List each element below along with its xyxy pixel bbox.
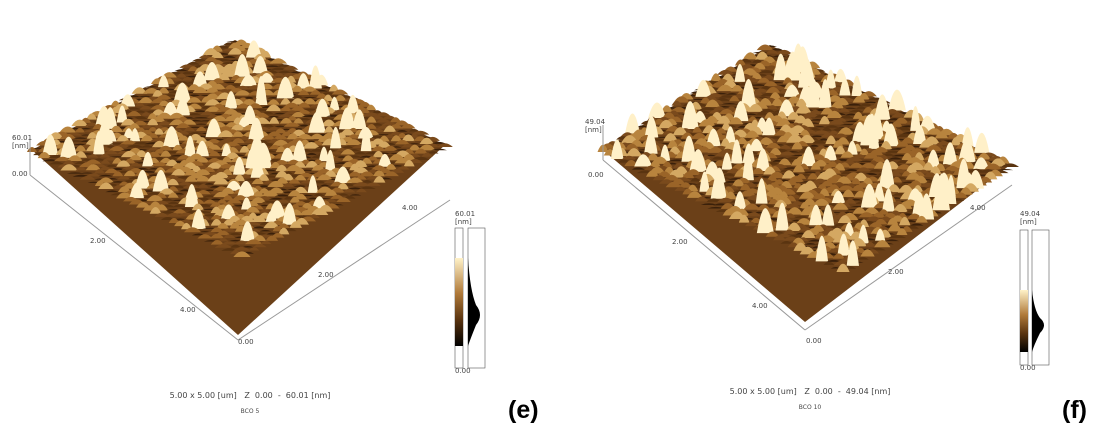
axis-label: 4.00 (180, 306, 196, 314)
sample: BCO 10 (799, 404, 822, 411)
bar-unit: [nm] (455, 218, 472, 226)
axis-label: 2.00 (90, 237, 106, 245)
panel-f: 49.04 [nm] 0.00 2.00 4.00 2.00 4.00 0.00… (585, 43, 1087, 424)
figure: 60.01 [nm] 0.00 2.00 4.00 2.00 4.00 0.00… (0, 0, 1097, 426)
bar-unit: [nm] (1020, 218, 1037, 226)
panel-e: 60.01 [nm] 0.00 2.00 4.00 2.00 4.00 0.00… (12, 39, 539, 424)
caption: 5.00 x 5.00 [um] Z 0.00 - 49.04 [nm] (730, 387, 891, 396)
bar-top: 60.01 (455, 210, 475, 218)
colorbar (455, 258, 463, 346)
z-base: 0.00 (588, 171, 604, 179)
panel-label: (e) (508, 396, 539, 424)
bar-top: 49.04 (1020, 210, 1041, 218)
bar-bottom: 0.00 (455, 367, 471, 375)
axis-label: 2.00 (318, 271, 334, 279)
surface-peak (888, 90, 906, 111)
surface (27, 39, 453, 335)
z-top: 60.01 (12, 134, 32, 142)
axis-label: 4.00 (752, 302, 768, 310)
caption: 5.00 x 5.00 [um] Z 0.00 - 60.01 [nm] (170, 391, 331, 400)
z-top: 49.04 (585, 118, 606, 126)
sample: BCO 5 (241, 408, 260, 415)
surface-peak (743, 52, 758, 59)
origin: 0.00 (806, 337, 822, 345)
axis-label: 4.00 (402, 204, 418, 212)
surface (598, 43, 1019, 322)
surface-peak (309, 65, 322, 88)
axis-label: 2.00 (888, 268, 904, 276)
surface-peak (974, 133, 989, 153)
z-unit: [nm] (12, 142, 29, 150)
surface-peak (757, 44, 774, 50)
bar-bottom: 0.00 (1020, 364, 1036, 372)
panel-label: (f) (1062, 396, 1087, 424)
surface-peak (648, 103, 666, 118)
origin: 0.00 (238, 338, 254, 346)
axis-label: 2.00 (672, 238, 688, 246)
colorbar (1020, 290, 1028, 352)
z-unit: [nm] (585, 126, 602, 134)
axis-label: 4.00 (970, 204, 986, 212)
surface-peak (851, 76, 862, 96)
z-base: 0.00 (12, 170, 28, 178)
